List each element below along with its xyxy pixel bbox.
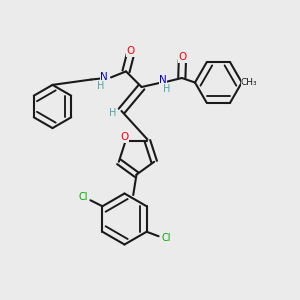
Text: H: H <box>163 84 170 94</box>
Text: H: H <box>97 81 104 92</box>
Text: Cl: Cl <box>78 192 88 202</box>
Text: O: O <box>178 52 187 62</box>
Text: O: O <box>120 132 128 142</box>
Text: CH₃: CH₃ <box>241 78 258 87</box>
Text: H: H <box>109 108 116 118</box>
Text: N: N <box>100 71 108 82</box>
Text: O: O <box>126 46 135 56</box>
Text: Cl: Cl <box>161 233 171 243</box>
Text: N: N <box>159 75 167 85</box>
